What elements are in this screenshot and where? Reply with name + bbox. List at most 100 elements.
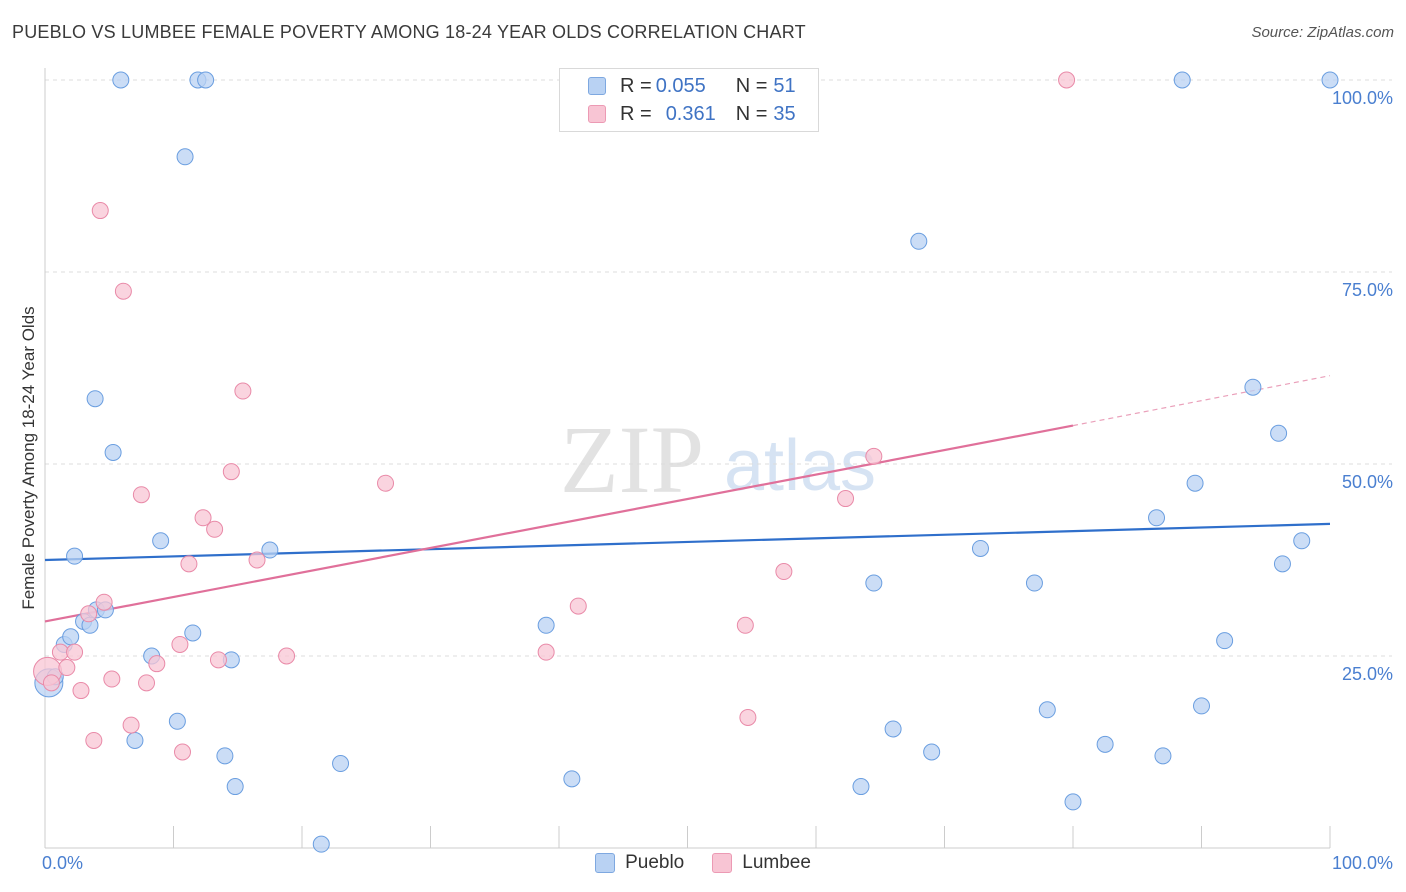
lumbee-point xyxy=(1058,71,1076,89)
pueblo-point xyxy=(197,71,215,89)
lumbee-point xyxy=(248,551,266,569)
lumbee-point xyxy=(736,616,754,634)
pueblo-point xyxy=(1154,747,1172,765)
lumbee-point xyxy=(103,670,121,688)
legend-row-lumbee: R = 0.361 N = 35 xyxy=(560,100,796,128)
correlation-legend: R = 0.055 N = 51 R = 0.361 N = 35 xyxy=(559,68,819,132)
y-tick-label: 75.0% xyxy=(1342,280,1393,300)
legend-n-value: 35 xyxy=(773,102,796,125)
lumbee-point xyxy=(95,593,113,611)
lumbee-point xyxy=(569,597,587,615)
pueblo-point xyxy=(184,624,202,642)
legend-row-pueblo: R = 0.055 N = 51 xyxy=(560,72,796,100)
pueblo-point xyxy=(852,778,870,796)
series-swatch-lumbee xyxy=(712,853,733,873)
pueblo-point xyxy=(62,628,80,646)
pueblo-point xyxy=(104,443,122,461)
pueblo-point xyxy=(126,731,144,749)
axes xyxy=(44,68,1331,849)
source-credit: Source: ZipAtlas.com xyxy=(1251,24,1394,41)
lumbee-point xyxy=(42,674,60,692)
tick-labels: 25.0% 50.0% 75.0% 100.0% 0.0% 100.0% xyxy=(42,88,1393,873)
pueblo-point xyxy=(884,720,902,738)
lumbee-point xyxy=(222,463,240,481)
pueblo-trend-line xyxy=(44,522,1331,562)
pueblo-point xyxy=(865,574,883,592)
lumbee-point xyxy=(85,731,103,749)
lumbee-point xyxy=(865,447,883,465)
pueblo-point xyxy=(1173,71,1191,89)
pueblo-point xyxy=(312,835,330,853)
pueblo-point xyxy=(1270,424,1288,442)
lumbee-point xyxy=(775,563,793,581)
lumbee-point xyxy=(91,202,109,220)
pueblo-point xyxy=(332,755,350,773)
series-swatch-pueblo xyxy=(595,853,616,873)
lumbee-point xyxy=(58,659,76,677)
pueblo-point xyxy=(1273,555,1291,573)
y-tick-label: 50.0% xyxy=(1342,472,1393,492)
pueblo-point xyxy=(923,743,941,761)
lumbee-point xyxy=(377,474,395,492)
watermark-atlas: atlas xyxy=(724,426,876,506)
legend-n-label: N = xyxy=(735,102,768,125)
series-legend: Pueblo Lumbee xyxy=(0,852,1406,874)
pueblo-point xyxy=(1186,474,1204,492)
lumbee-point xyxy=(206,520,224,538)
pueblo-point xyxy=(168,712,186,730)
pueblo-point xyxy=(910,232,928,250)
lumbee-point xyxy=(132,486,150,504)
pueblo-point xyxy=(1025,574,1043,592)
lumbee-point xyxy=(148,655,166,673)
pueblo-point xyxy=(1064,793,1082,811)
x-tick-label-min: 0.0% xyxy=(42,853,83,873)
lumbee-trend-extension xyxy=(1072,375,1331,427)
y-tick-label: 25.0% xyxy=(1342,664,1393,684)
pueblo-point xyxy=(86,390,104,408)
series-legend-lumbee: Lumbee xyxy=(712,852,811,874)
chart-title: PUEBLO VS LUMBEE FEMALE POVERTY AMONG 18… xyxy=(12,22,806,42)
lumbee-point xyxy=(122,716,140,734)
pueblo-point xyxy=(152,532,170,550)
pueblo-point xyxy=(971,539,989,557)
pueblo-point xyxy=(261,541,279,559)
pueblo-point xyxy=(176,148,194,166)
lumbee-point xyxy=(537,643,555,661)
legend-r-label: R = xyxy=(620,74,652,97)
pueblo-point xyxy=(1193,697,1210,715)
lumbee-point xyxy=(209,651,227,669)
pueblo-point xyxy=(66,547,84,565)
data-points xyxy=(33,71,1339,853)
legend-swatch-pueblo xyxy=(588,77,606,95)
y-tick-label: 100.0% xyxy=(1332,88,1393,108)
lumbee-point xyxy=(173,743,191,761)
lumbee-point xyxy=(138,674,156,692)
lumbee-point xyxy=(51,643,69,661)
lumbee-point xyxy=(194,509,212,527)
lumbee-point xyxy=(72,682,90,700)
lumbee-point xyxy=(234,382,252,400)
pueblo-point xyxy=(1038,701,1056,719)
lumbee-point xyxy=(180,555,198,573)
lumbee-point xyxy=(739,708,757,726)
legend-r-value: 0.055 xyxy=(655,74,706,97)
pueblo-point xyxy=(1216,632,1234,650)
legend-r-value: 0.361 xyxy=(665,102,716,125)
lumbee-point xyxy=(66,643,84,661)
watermark: ZIP atlas xyxy=(560,406,876,513)
legend-n-label: N = xyxy=(735,74,768,97)
pueblo-point xyxy=(112,71,130,89)
lumbee-point xyxy=(837,490,855,508)
pueblo-point xyxy=(216,747,234,765)
legend-r-label: R = xyxy=(620,102,652,125)
x-tick-label-max: 100.0% xyxy=(1332,853,1393,873)
pueblo-point xyxy=(1148,509,1166,527)
series-legend-pueblo: Pueblo xyxy=(595,852,684,874)
lumbee-point xyxy=(80,605,98,623)
gridlines xyxy=(45,79,1392,657)
legend-swatch-lumbee xyxy=(588,105,606,123)
pueblo-point xyxy=(1293,532,1311,550)
series-label-pueblo: Pueblo xyxy=(625,852,685,873)
legend-n-value: 51 xyxy=(773,74,796,97)
